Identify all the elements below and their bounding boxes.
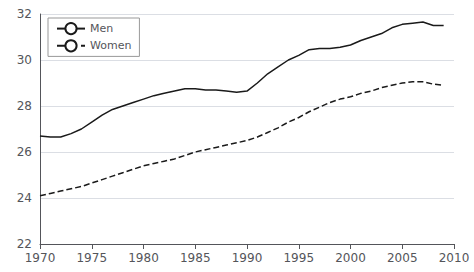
svg-text:32: 32 [17,7,32,21]
svg-text:Men: Men [90,22,113,35]
svg-text:1975: 1975 [76,251,107,265]
svg-text:24: 24 [17,191,32,205]
svg-text:26: 26 [17,145,32,159]
svg-text:1990: 1990 [232,251,263,265]
svg-text:1980: 1980 [128,251,159,265]
svg-text:1995: 1995 [283,251,314,265]
svg-text:2005: 2005 [387,251,418,265]
svg-text:Women: Women [90,39,131,52]
svg-text:2000: 2000 [335,251,366,265]
svg-text:22: 22 [17,237,32,251]
svg-text:1985: 1985 [180,251,211,265]
svg-text:2010: 2010 [439,251,470,265]
svg-text:28: 28 [17,99,32,113]
svg-text:30: 30 [17,53,32,67]
svg-text:1970: 1970 [25,251,56,265]
